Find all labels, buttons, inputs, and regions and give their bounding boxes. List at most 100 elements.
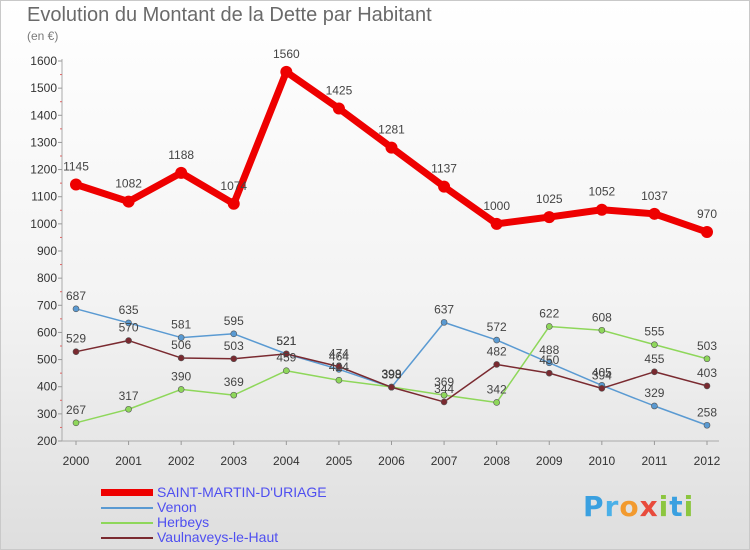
- y-tick-label: 1100: [31, 190, 57, 204]
- legend-swatch: [101, 536, 153, 539]
- data-point: [283, 350, 290, 358]
- data-label: 1025: [536, 192, 563, 206]
- data-label: 635: [119, 303, 139, 317]
- data-label: 622: [539, 306, 559, 320]
- y-tick-label: 1300: [30, 135, 57, 149]
- data-point: [332, 102, 345, 115]
- data-label: 1188: [168, 148, 194, 162]
- y-tick-label: 1500: [30, 81, 57, 95]
- data-point: [175, 166, 188, 179]
- x-tick-label: 2010: [588, 454, 615, 468]
- data-point: [651, 368, 658, 376]
- data-point: [335, 376, 343, 384]
- data-label: 390: [171, 369, 191, 383]
- y-tick-label: 1400: [30, 108, 57, 122]
- data-label: 317: [119, 389, 139, 403]
- data-label: 459: [276, 351, 296, 365]
- data-point: [177, 386, 185, 393]
- axes: 200 300 400 500 600 700 800 900 1000 1100 1200 1300…: [30, 54, 720, 468]
- data-label: 398: [381, 367, 401, 381]
- data-label: 503: [224, 339, 244, 353]
- data-point: [598, 326, 606, 334]
- data-label: 450: [539, 353, 559, 367]
- legend-swatch: [101, 506, 153, 509]
- data-label: 342: [487, 382, 507, 396]
- series-layer: [70, 65, 713, 429]
- legend-label: Vaulnaveys-le-Haut: [157, 529, 279, 545]
- logo-letter: P: [583, 490, 605, 523]
- y-tick-label: 400: [37, 380, 57, 394]
- data-point: [230, 330, 238, 338]
- data-label: 369: [434, 375, 454, 389]
- data-label: 1425: [326, 84, 353, 98]
- x-tick-label: 2007: [431, 454, 458, 468]
- data-label: 267: [66, 403, 86, 417]
- data-point: [177, 334, 185, 341]
- data-point: [703, 355, 711, 363]
- x-tick-label: 2002: [168, 454, 195, 468]
- data-label: 1137: [431, 162, 457, 176]
- legend-label: Venon: [157, 499, 197, 515]
- x-tick-label: 2006: [378, 454, 405, 468]
- legend-swatch: [101, 489, 153, 496]
- data-point: [440, 398, 448, 406]
- legend: SAINT-MARTIN-D'URIAGE Venon Herbeys Vaulnav…: [101, 485, 327, 545]
- logo-letter: i: [683, 490, 695, 523]
- data-point: [72, 419, 80, 427]
- data-labels: 1145 1082 1188 1074 1560 1425 1281 1137 1000 1025…: [63, 47, 717, 419]
- data-label: 474: [329, 347, 349, 361]
- x-tick-label: 2004: [273, 454, 300, 468]
- data-label: 521: [276, 334, 296, 348]
- data-point: [72, 348, 80, 356]
- data-label: 398: [381, 367, 401, 381]
- data-label: 1052: [588, 185, 615, 199]
- data-label: 572: [487, 320, 507, 334]
- x-tick-label: 2000: [63, 454, 90, 468]
- data-label: 1037: [641, 189, 668, 203]
- data-point: [493, 336, 500, 344]
- x-tick-label: 2008: [483, 454, 510, 468]
- data-label: 405: [592, 365, 612, 379]
- data-point: [177, 354, 185, 362]
- chart-title: Evolution du Montant de la Dette par Hab…: [27, 4, 432, 26]
- x-tick-label: 2005: [326, 454, 353, 468]
- data-point: [125, 337, 132, 344]
- data-label: 570: [119, 321, 139, 335]
- data-label: 394: [592, 368, 612, 382]
- x-tick-label: 2011: [642, 454, 668, 468]
- y-tick-label: 1200: [30, 163, 57, 177]
- y-tick-label: 200: [37, 434, 57, 448]
- data-point: [438, 180, 451, 193]
- data-point: [651, 402, 658, 410]
- data-label: 488: [539, 343, 559, 357]
- data-label: 555: [644, 325, 664, 339]
- data-point: [230, 391, 238, 399]
- data-label: 455: [644, 352, 664, 366]
- y-tick-label: 900: [37, 244, 57, 258]
- data-label: 482: [487, 344, 507, 358]
- logo-letter: i: [658, 490, 670, 523]
- data-point: [493, 361, 500, 368]
- data-point: [280, 65, 293, 78]
- legend-item: Vaulnaveys-le-Haut: [101, 530, 327, 545]
- x-tick-label: 2001: [115, 454, 142, 468]
- data-label: 687: [66, 289, 86, 303]
- data-point: [545, 359, 553, 367]
- data-label: 344: [434, 382, 454, 396]
- legend-item: Venon: [101, 500, 327, 515]
- data-label: 399: [381, 367, 401, 381]
- data-point: [703, 421, 711, 429]
- data-point: [648, 207, 661, 220]
- data-label: 595: [224, 314, 244, 328]
- data-point: [545, 369, 553, 377]
- data-point: [490, 217, 503, 230]
- data-point: [701, 226, 713, 238]
- data-label: 1074: [220, 179, 247, 193]
- data-point: [70, 178, 82, 191]
- data-label: 521: [276, 334, 296, 348]
- y-tick-label: 600: [37, 325, 57, 339]
- data-point: [125, 405, 132, 413]
- data-label: 1082: [115, 177, 142, 191]
- y-tick-label: 500: [37, 353, 57, 367]
